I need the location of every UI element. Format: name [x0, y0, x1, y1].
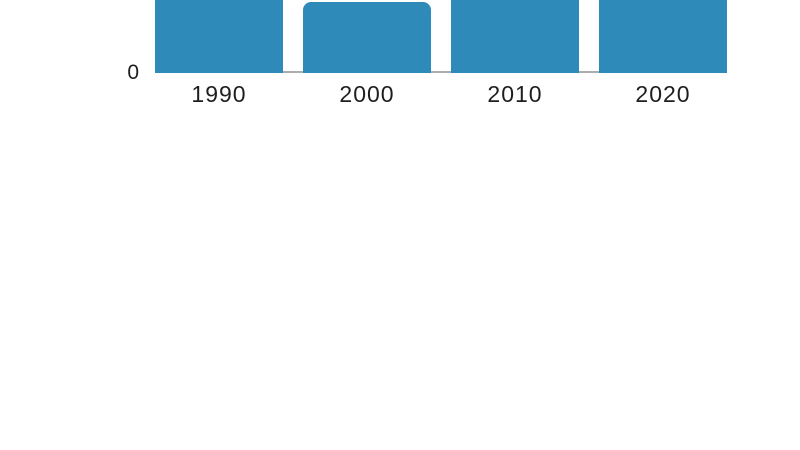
zero-gridline	[155, 71, 727, 73]
x-axis-tick-label-2020: 2020	[635, 81, 691, 107]
x-axis: 1990 2000 2010 2020	[155, 82, 727, 110]
bar-1990	[155, 0, 283, 73]
bar-2010	[451, 0, 579, 73]
plot-area	[155, 0, 727, 73]
bar-2000	[303, 2, 431, 73]
bar-2020	[599, 0, 727, 73]
y-axis-tick-label-0: 0	[127, 61, 139, 84]
x-axis-tick-label-2010: 2010	[487, 81, 543, 107]
x-axis-tick-label-1990: 1990	[191, 81, 247, 107]
x-axis-tick-label-2000: 2000	[339, 81, 395, 107]
